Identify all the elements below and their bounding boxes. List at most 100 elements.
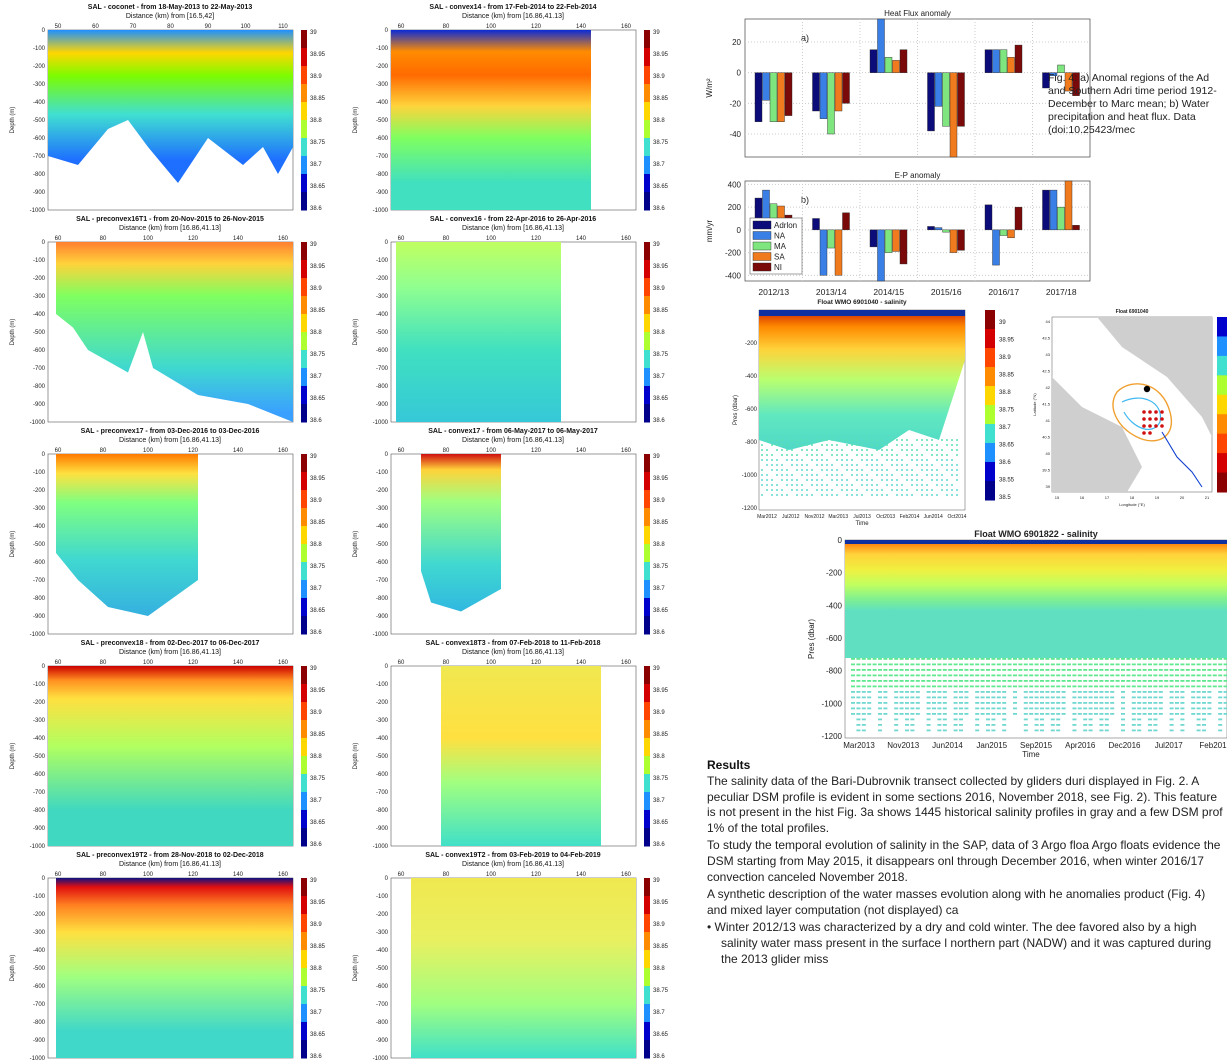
profile-point (1023, 674, 1028, 677)
profile-point (946, 479, 948, 481)
colorbar-tick: 38.8 (653, 542, 665, 548)
profile-point (1202, 696, 1206, 699)
profile-point (915, 691, 920, 693)
y-tick-label: -1000 (30, 844, 46, 848)
profile-point (1218, 691, 1223, 693)
profile-point (1142, 674, 1147, 677)
profile-point (1094, 696, 1098, 699)
bar (842, 212, 850, 231)
profile-point (1202, 724, 1206, 726)
profile-point (791, 464, 793, 466)
profile-point (926, 707, 931, 710)
y-tick-label: 41.5 (1042, 402, 1051, 407)
profile-point (905, 724, 909, 726)
colorbar-tick: 38.9 (653, 286, 665, 292)
profile-point (831, 479, 833, 481)
profile-point (761, 479, 763, 481)
profile-point (915, 674, 920, 677)
profile-point (856, 718, 861, 721)
profile-point (926, 702, 931, 704)
profile-point (761, 484, 763, 486)
bar (1042, 72, 1050, 89)
colorbar-tick: 38.95 (310, 476, 326, 482)
colorbar-tick: 38.85 (310, 944, 326, 950)
profile-point (1196, 724, 1201, 726)
profile-point (1191, 702, 1196, 704)
profile-point (826, 464, 828, 466)
bar (1057, 64, 1065, 73)
profile-point (1202, 718, 1206, 721)
profile-point (1083, 718, 1088, 721)
colorbar-segment (301, 896, 307, 915)
profile-point (894, 658, 899, 660)
profile-point (980, 713, 985, 715)
profile-point (786, 454, 788, 456)
colorbar-tick: 38.65 (310, 1032, 326, 1038)
colorbar-tick: 38.6 (653, 630, 665, 636)
profile-point (953, 718, 958, 721)
x-tick-label: 80 (443, 448, 450, 454)
y-axis-label: Depth (m) (353, 319, 359, 346)
y-tick-label: -900 (376, 190, 389, 196)
profile-point (1137, 674, 1142, 677)
colorbar-segment (301, 30, 307, 49)
profile-point (964, 685, 969, 688)
colorbar-tick: 38.7 (653, 162, 665, 168)
profile-point (932, 707, 936, 710)
profile-point (921, 439, 923, 441)
profile-point (916, 484, 918, 486)
colorbar-segment (985, 386, 995, 406)
profile-point (894, 724, 899, 726)
profile-point (1050, 702, 1055, 704)
profile-point (1050, 691, 1055, 693)
profile-point (1050, 680, 1055, 682)
profile-point (1158, 713, 1163, 715)
y-axis-label: Depth (m) (10, 743, 16, 770)
colorbar-segment (985, 424, 995, 444)
profile-point (836, 454, 838, 456)
profile-point (766, 459, 768, 461)
profile-point (1013, 713, 1017, 715)
profile-point (1196, 729, 1201, 732)
bar (827, 72, 835, 135)
colorbar-segment (644, 368, 650, 387)
profile-point (836, 484, 838, 486)
profile-point (886, 479, 888, 481)
colorbar-segment (644, 278, 650, 297)
profile-point (959, 724, 963, 726)
profile-point (888, 674, 893, 677)
profile-point (1169, 663, 1174, 666)
profile-point (894, 680, 899, 682)
profile-point (1104, 658, 1109, 660)
y-tick-label: 400 (728, 180, 742, 189)
colorbar-tick: 38.75 (310, 988, 326, 994)
profile-point (932, 669, 936, 671)
figure-caption: Fig. 4: a) Anomal regions of the Ad and … (1048, 72, 1217, 136)
x-tick-label: Apr2016 (1065, 741, 1096, 750)
profile-point (1153, 680, 1158, 682)
colorbar-segment (1217, 336, 1227, 357)
colorbar-tick: 38.75 (999, 408, 1015, 414)
profile-point (1202, 674, 1206, 677)
bar (899, 49, 908, 73)
y-tick-label: -500 (33, 542, 46, 548)
colorbar-segment (301, 720, 307, 739)
y-tick-label: -500 (376, 966, 389, 972)
profile-point (878, 729, 882, 732)
profile-point (1088, 713, 1093, 715)
profile-point (964, 696, 969, 699)
y-axis-label: Depth (m) (353, 743, 359, 770)
profile-point (951, 484, 953, 486)
profile-point (1131, 729, 1136, 732)
colorbar-tick: 38.65 (999, 443, 1015, 449)
profile-point (1148, 713, 1152, 715)
panel-title: SAL - convex16 - from 22-Apr-2016 to 26-… (429, 216, 597, 223)
colorbar-tick: 38.8 (310, 330, 322, 336)
profile-point (932, 680, 936, 682)
profile-point (1002, 669, 1007, 671)
profile-point (1056, 718, 1061, 721)
profile-point (1196, 674, 1201, 677)
colorbar-tick: 38.85 (653, 96, 669, 102)
profile-point (796, 469, 798, 471)
profile-point (1142, 424, 1146, 428)
